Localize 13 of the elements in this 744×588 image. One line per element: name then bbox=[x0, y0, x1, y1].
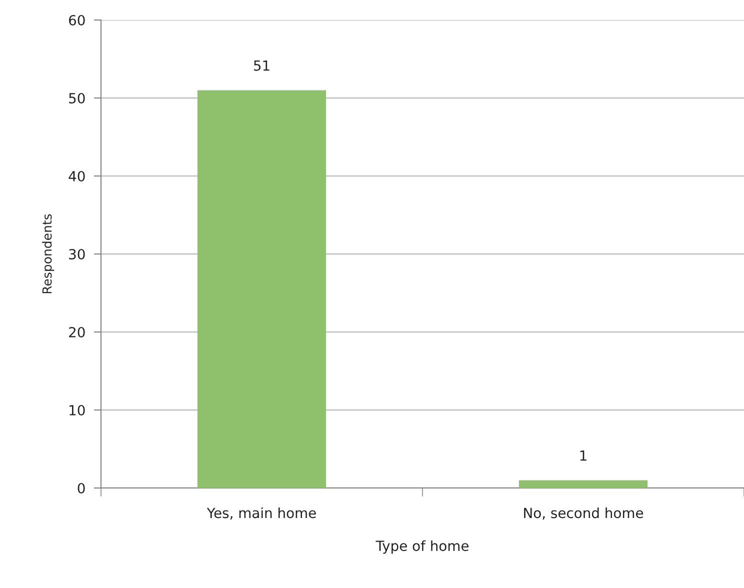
data-label: 1 bbox=[580, 450, 586, 461]
x-tick-label: No, second home bbox=[524, 507, 644, 520]
y-tick-label: 40 bbox=[68, 170, 85, 182]
data-label: 51 bbox=[254, 60, 270, 71]
y-tick-label: 50 bbox=[69, 92, 85, 104]
y-tick-label: 20 bbox=[69, 326, 85, 338]
y-tick-label: 10 bbox=[70, 404, 85, 416]
x-axis-title: Type of home bbox=[376, 540, 469, 554]
y-tick-label: 0 bbox=[78, 482, 85, 494]
y-tick-label: 30 bbox=[69, 248, 85, 260]
y-tick-label: 60 bbox=[69, 14, 85, 26]
x-tick-label: Yes, main home bbox=[206, 507, 316, 520]
y-axis-title: Respondents bbox=[42, 214, 54, 294]
